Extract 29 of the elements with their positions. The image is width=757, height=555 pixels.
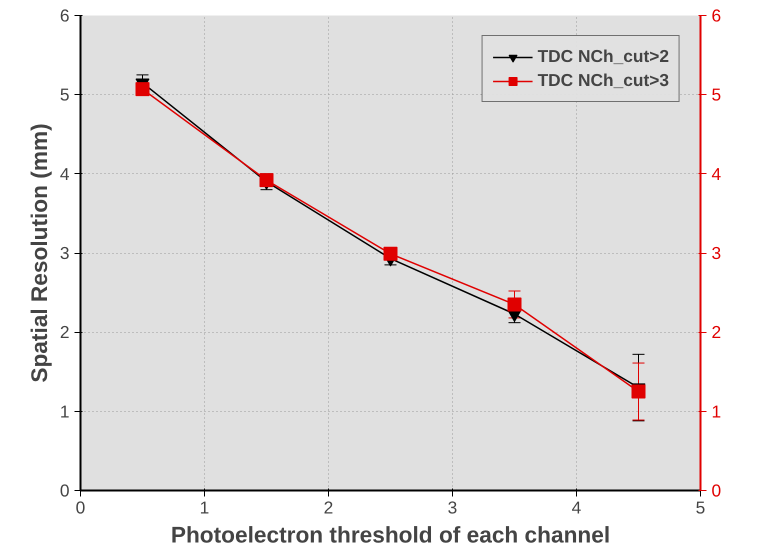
- x-tick-label: 0: [76, 498, 86, 518]
- y2-tick-label: 6: [712, 6, 722, 26]
- y-tick-label: 4: [60, 164, 70, 184]
- y-tick-label: 2: [60, 322, 70, 342]
- y-tick-label: 6: [60, 6, 70, 26]
- y-tick-label: 1: [60, 401, 70, 422]
- x-tick-label: 4: [572, 498, 582, 518]
- x-tick-label: 5: [696, 498, 706, 518]
- point: [632, 384, 646, 399]
- y2-tick-label: 3: [712, 243, 722, 263]
- legend-label: TDC NCh_cut>3: [538, 70, 669, 91]
- x-tick-label: 1: [200, 498, 210, 518]
- y2-tick-label: 4: [712, 164, 722, 184]
- point: [384, 246, 398, 261]
- x-tick-label: 3: [448, 498, 458, 518]
- y-tick-label: 3: [60, 243, 70, 263]
- point: [260, 173, 274, 188]
- y-tick-label: 0: [60, 480, 70, 500]
- x-tick-label: 2: [324, 498, 334, 518]
- y2-tick-label: 5: [712, 84, 722, 105]
- y-tick-label: 5: [60, 84, 70, 105]
- y2-tick-label: 2: [712, 322, 722, 342]
- y-axis-title: Spatial Resolution (mm): [26, 123, 52, 383]
- point: [136, 82, 150, 96]
- y2-tick-label: 0: [712, 480, 722, 500]
- y2-tick-label: 1: [712, 401, 722, 422]
- legend-label: TDC NCh_cut>2: [538, 46, 669, 67]
- point: [508, 297, 522, 312]
- x-axis-title: Photoelectron threshold of each channel: [170, 522, 610, 548]
